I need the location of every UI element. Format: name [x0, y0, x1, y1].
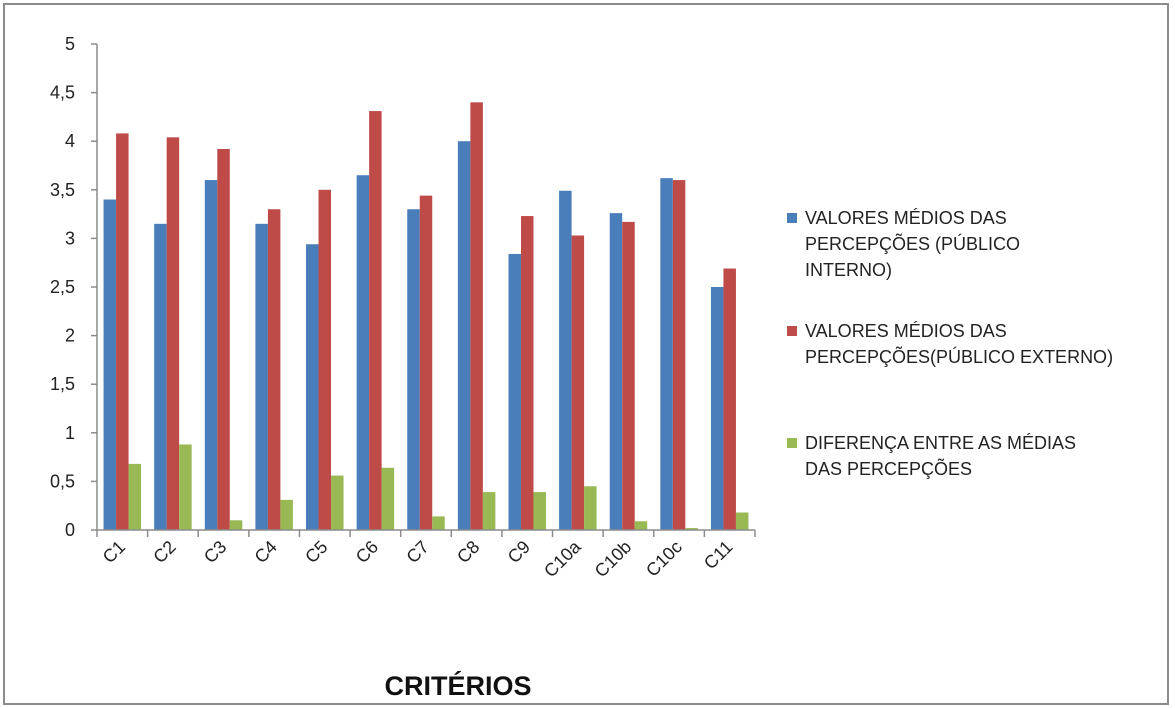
bar: [179, 444, 192, 530]
bar: [267, 209, 281, 531]
bar: [369, 111, 382, 531]
y-tick-label: 3: [65, 228, 75, 248]
y-tick-label: 2,5: [50, 277, 75, 297]
bars: [103, 102, 749, 531]
bar: [229, 520, 243, 530]
y-axis: 0 0,5 1 1,5 2 2,5 3 3,5 4 4,5 5: [50, 34, 98, 540]
bar: [723, 268, 736, 530]
bar: [154, 223, 167, 530]
bar: [204, 180, 218, 530]
bar: [634, 521, 648, 530]
chart-frame: [3, 3, 1169, 705]
bar: [571, 235, 585, 530]
legend-swatch: [787, 213, 797, 223]
x-tick-label: C2: [149, 537, 179, 567]
y-tick-label: 1,5: [50, 374, 75, 394]
y-tick-label: 5: [65, 34, 75, 54]
y-tick-label: 3,5: [50, 180, 75, 200]
bar: [482, 492, 496, 530]
x-tick-label: C7: [402, 537, 432, 567]
bar: [622, 221, 635, 530]
legend: VALORES MÉDIOS DAS PERCEPÇÕES (PÚBLICO INT…: [787, 208, 1113, 479]
bar: [533, 492, 546, 530]
x-tick-label: C11: [700, 537, 737, 574]
bar: [419, 195, 433, 530]
bar: [672, 180, 686, 530]
bar: [457, 141, 471, 530]
x-tick-label: C8: [453, 537, 483, 567]
bar: [520, 216, 534, 530]
y-tick-label: 0,5: [50, 471, 75, 491]
legend-label: VALORES MÉDIOS DAS: [805, 321, 1007, 341]
x-tick-label: C9: [504, 537, 534, 567]
bar: [609, 213, 623, 531]
bar: [559, 190, 572, 530]
legend-swatch: [787, 326, 797, 336]
bar: [356, 175, 370, 530]
bar: [584, 486, 597, 530]
bar: [318, 189, 332, 531]
y-tick-label: 1: [65, 423, 75, 443]
bar: [432, 516, 445, 530]
bar: [166, 137, 180, 530]
y-tick-label: 0: [65, 520, 75, 540]
y-tick-label: 4,5: [50, 83, 75, 103]
bar: [306, 244, 319, 530]
legend-label: PERCEPÇÕES(PÚBLICO EXTERNO): [805, 346, 1113, 367]
bar: [331, 475, 344, 530]
x-tick-label: C10a: [540, 536, 585, 581]
y-tick-label: 4: [65, 131, 75, 151]
bar: [407, 209, 420, 531]
bar: [217, 148, 230, 530]
bar: [381, 467, 395, 530]
legend-label: INTERNO): [805, 260, 892, 280]
x-tick-label: C1: [99, 537, 129, 567]
bar: [685, 528, 698, 530]
x-tick-label: C4: [251, 537, 281, 567]
legend-label: DAS PERCEPÇÕES: [805, 458, 972, 479]
x-tick-label: C6: [352, 537, 382, 567]
bar: [508, 253, 521, 530]
y-tick-label: 2: [65, 326, 75, 346]
x-tick-label: C10c: [642, 537, 686, 581]
bar: [710, 287, 724, 530]
legend-label: DIFERENÇA ENTRE AS MÉDIAS: [805, 433, 1076, 453]
bar: [255, 223, 268, 530]
bar: [280, 499, 293, 530]
x-tick-label: C5: [301, 537, 331, 567]
x-axis-title: CRITÉRIOS: [384, 670, 531, 701]
bar: [116, 133, 129, 530]
legend-label: PERCEPÇÕES (PÚBLICO: [805, 233, 1020, 254]
bar: [128, 463, 142, 530]
bar: [660, 178, 673, 531]
x-tick-label: C3: [200, 537, 230, 567]
legend-swatch: [787, 438, 797, 448]
x-tick-label: C10b: [591, 537, 636, 582]
bar: [103, 199, 117, 530]
legend-label: VALORES MÉDIOS DAS: [805, 208, 1007, 228]
bar: [735, 512, 749, 530]
x-axis: C1 C2 C3 C4 C5 C6 C7 C8 C9 C10a C10b C10c C11: [96, 529, 756, 582]
bar: [470, 102, 483, 530]
